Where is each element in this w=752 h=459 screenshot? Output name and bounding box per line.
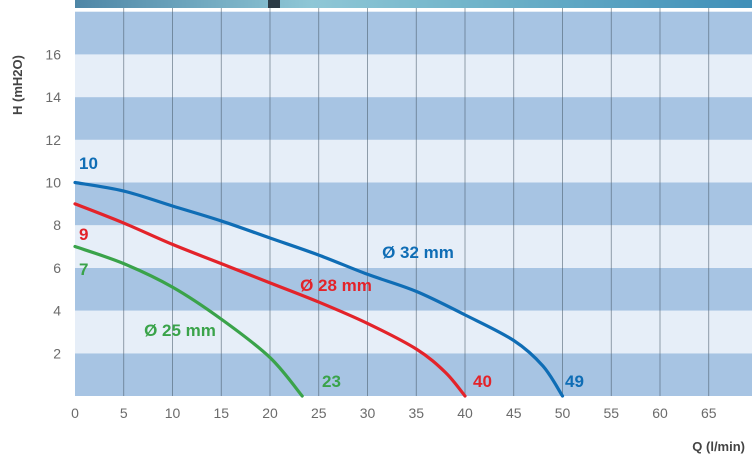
x-tick-40: 40 [457, 405, 473, 421]
start-head-label-2: 9 [79, 225, 88, 244]
y-tick-10: 10 [45, 175, 61, 191]
curve-3 [73, 244, 304, 398]
x-tick-45: 45 [506, 405, 522, 421]
x-tick-60: 60 [652, 405, 668, 421]
y-tick-8: 8 [53, 217, 61, 233]
band-8 [75, 11, 752, 55]
series-name-label-3: Ø 25 mm [144, 321, 216, 340]
header-photo-detail [268, 0, 280, 8]
curve-2 [73, 202, 467, 398]
series-name-label-1: Ø 32 mm [382, 243, 454, 262]
x-tick-25: 25 [311, 405, 327, 421]
y-axis-title: H (mH2O) [10, 55, 25, 115]
x-tick-0: 0 [71, 405, 79, 421]
y-tick-labels: 2 4 6 8 10 12 14 16 [45, 46, 61, 361]
start-head-label-3: 7 [79, 260, 88, 279]
vertical-gridlines [123, 8, 710, 396]
curve-1 [73, 180, 565, 398]
header-photo-strip [75, 0, 752, 8]
x-tick-30: 30 [360, 405, 376, 421]
x-tick-20: 20 [262, 405, 278, 421]
x-tick-65: 65 [701, 405, 717, 421]
x-tick-15: 15 [213, 405, 229, 421]
band-4 [75, 182, 752, 226]
x-tick-55: 55 [603, 405, 619, 421]
x-tick-labels: 0 5 10 15 20 25 30 35 40 45 50 55 60 65 [71, 405, 717, 421]
series-name-label-2: Ø 28 mm [300, 276, 372, 295]
series-labels: Ø 32 mm 10 49 Ø 28 mm 9 40 Ø 25 mm 7 23 [79, 154, 584, 391]
end-flow-label-1: 49 [565, 372, 584, 391]
y-tick-6: 6 [53, 260, 61, 276]
end-flow-label-3: 23 [322, 372, 341, 391]
band-6 [75, 97, 752, 140]
end-flow-label-2: 40 [473, 372, 492, 391]
background-bands [75, 11, 752, 396]
band-0 [75, 353, 752, 396]
x-axis-title: Q (l/min) [692, 439, 745, 454]
y-tick-12: 12 [45, 132, 61, 148]
y-tick-4: 4 [53, 303, 61, 319]
y-tick-2: 2 [53, 345, 61, 361]
y-tick-14: 14 [45, 89, 61, 105]
x-tick-5: 5 [120, 405, 128, 421]
header-photo [75, 0, 752, 8]
band-5 [75, 139, 752, 183]
y-tick-16: 16 [45, 46, 61, 62]
band-3 [75, 225, 752, 268]
band-7 [75, 54, 752, 98]
x-tick-35: 35 [408, 405, 424, 421]
x-tick-50: 50 [555, 405, 571, 421]
pump-curves [73, 180, 565, 398]
x-tick-10: 10 [165, 405, 181, 421]
start-head-label-1: 10 [79, 154, 98, 173]
